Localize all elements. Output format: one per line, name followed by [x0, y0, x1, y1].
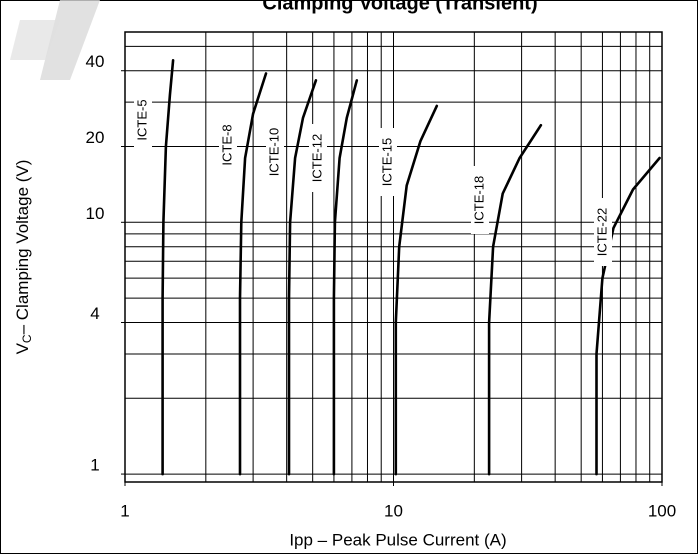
curve	[287, 79, 318, 476]
watermark	[10, 20, 60, 60]
x-axis-label: Ipp – Peak Pulse Current (A)	[289, 530, 506, 549]
label-bg	[266, 118, 284, 186]
series-label: ICTE-22	[594, 208, 609, 256]
y-label-main: V	[13, 342, 32, 354]
x-tick-label: 10	[384, 501, 403, 520]
curve	[238, 72, 268, 476]
label-bg	[219, 111, 237, 179]
series-label: ICTE-10	[266, 128, 281, 176]
y-tick-label: 4	[90, 304, 99, 323]
label-bg	[134, 86, 152, 154]
label-bg	[309, 124, 327, 192]
y-axis-label: VC– Clamping Voltage (V)	[13, 160, 34, 355]
y-label-rest: – Clamping Voltage (V)	[13, 160, 32, 335]
label-bg	[594, 198, 612, 266]
y-tick-label: 1	[90, 456, 99, 475]
label-bg	[379, 128, 397, 196]
series-label: ICTE-5	[134, 99, 149, 140]
series-label: ICTE-18	[471, 176, 486, 224]
series-label: ICTE-15	[379, 138, 394, 186]
y-tick-label: 40	[86, 52, 105, 71]
y-label-sub: C	[20, 334, 34, 343]
curve	[161, 59, 175, 476]
curve	[487, 123, 543, 476]
curve	[332, 79, 359, 476]
series-label: ICTE-12	[309, 134, 324, 182]
x-tick-label: 1	[120, 501, 129, 520]
series-label: ICTE-8	[219, 124, 234, 165]
x-tick-label: 100	[648, 501, 676, 520]
y-tick-label: 10	[86, 204, 105, 223]
chart-title: Clamping Voltage (Transient)	[262, 0, 537, 14]
curve	[394, 104, 439, 476]
y-tick-label: 20	[86, 128, 105, 147]
label-bg	[471, 166, 489, 234]
